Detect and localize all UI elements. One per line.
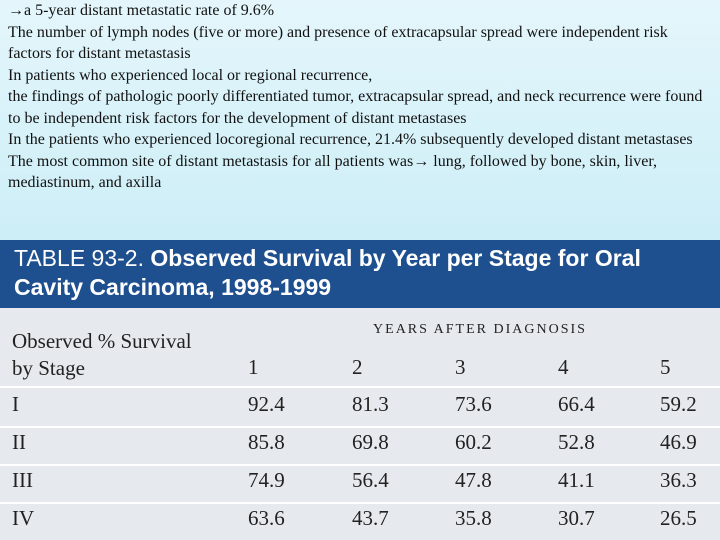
note-line: →a 5-year distant metastatic rate of 9.6… <box>8 2 275 19</box>
year-header: 2 <box>352 355 363 379</box>
table-label: TABLE 93-2. <box>14 245 144 271</box>
survival-value: 81.3 <box>352 392 389 416</box>
survival-value: 85.8 <box>248 430 285 454</box>
table: Observed % Survival by Stage YEARS AFTER… <box>0 308 720 540</box>
row-line <box>0 386 720 388</box>
note-line: In patients who experienced local or reg… <box>8 66 373 84</box>
row-line <box>0 464 720 466</box>
survival-value: 41.1 <box>558 468 595 492</box>
stage-label: II <box>12 430 26 454</box>
table-title: Observed Survival by Year per Stage for … <box>14 245 641 300</box>
survival-value: 66.4 <box>558 392 595 416</box>
survival-value: 47.8 <box>455 468 492 492</box>
survival-value: 74.9 <box>248 468 285 492</box>
row-line <box>0 502 720 504</box>
stub-header: Observed % Survival by Stage <box>12 329 192 380</box>
survival-value: 69.8 <box>352 430 389 454</box>
survival-value: 73.6 <box>455 392 492 416</box>
year-header: 1 <box>248 355 259 379</box>
survival-value: 43.7 <box>352 506 389 530</box>
note-line: The number of lymph nodes (five or more)… <box>8 23 668 63</box>
survival-value: 46.9 <box>660 430 697 454</box>
row-line <box>0 426 720 428</box>
survival-value: 26.5 <box>660 506 697 530</box>
survival-value: 52.8 <box>558 430 595 454</box>
stage-label: IV <box>12 506 35 530</box>
survival-value: 30.7 <box>558 506 595 530</box>
year-header: 4 <box>558 355 569 379</box>
survival-value: 56.4 <box>352 468 389 492</box>
survival-value: 60.2 <box>455 430 492 454</box>
table-title-bar: TABLE 93-2. Observed Survival by Year pe… <box>0 240 720 308</box>
note-line: The most common site of distant metastas… <box>8 152 658 192</box>
notes: →a 5-year distant metastatic rate of 9.6… <box>0 0 720 240</box>
note-line: the findings of pathologic poorly differ… <box>8 88 703 127</box>
stage-label: I <box>12 392 19 416</box>
group-header: YEARS AFTER DIAGNOSIS <box>373 322 587 337</box>
survival-value: 63.6 <box>248 506 285 530</box>
note-line: In the patients who experienced locoregi… <box>8 131 693 148</box>
survival-value: 36.3 <box>660 468 697 492</box>
year-header: 5 <box>660 355 671 379</box>
stage-label: III <box>12 468 33 492</box>
year-header: 3 <box>455 355 466 379</box>
survival-value: 59.2 <box>660 392 697 416</box>
survival-value: 35.8 <box>455 506 492 530</box>
survival-value: 92.4 <box>248 392 285 416</box>
